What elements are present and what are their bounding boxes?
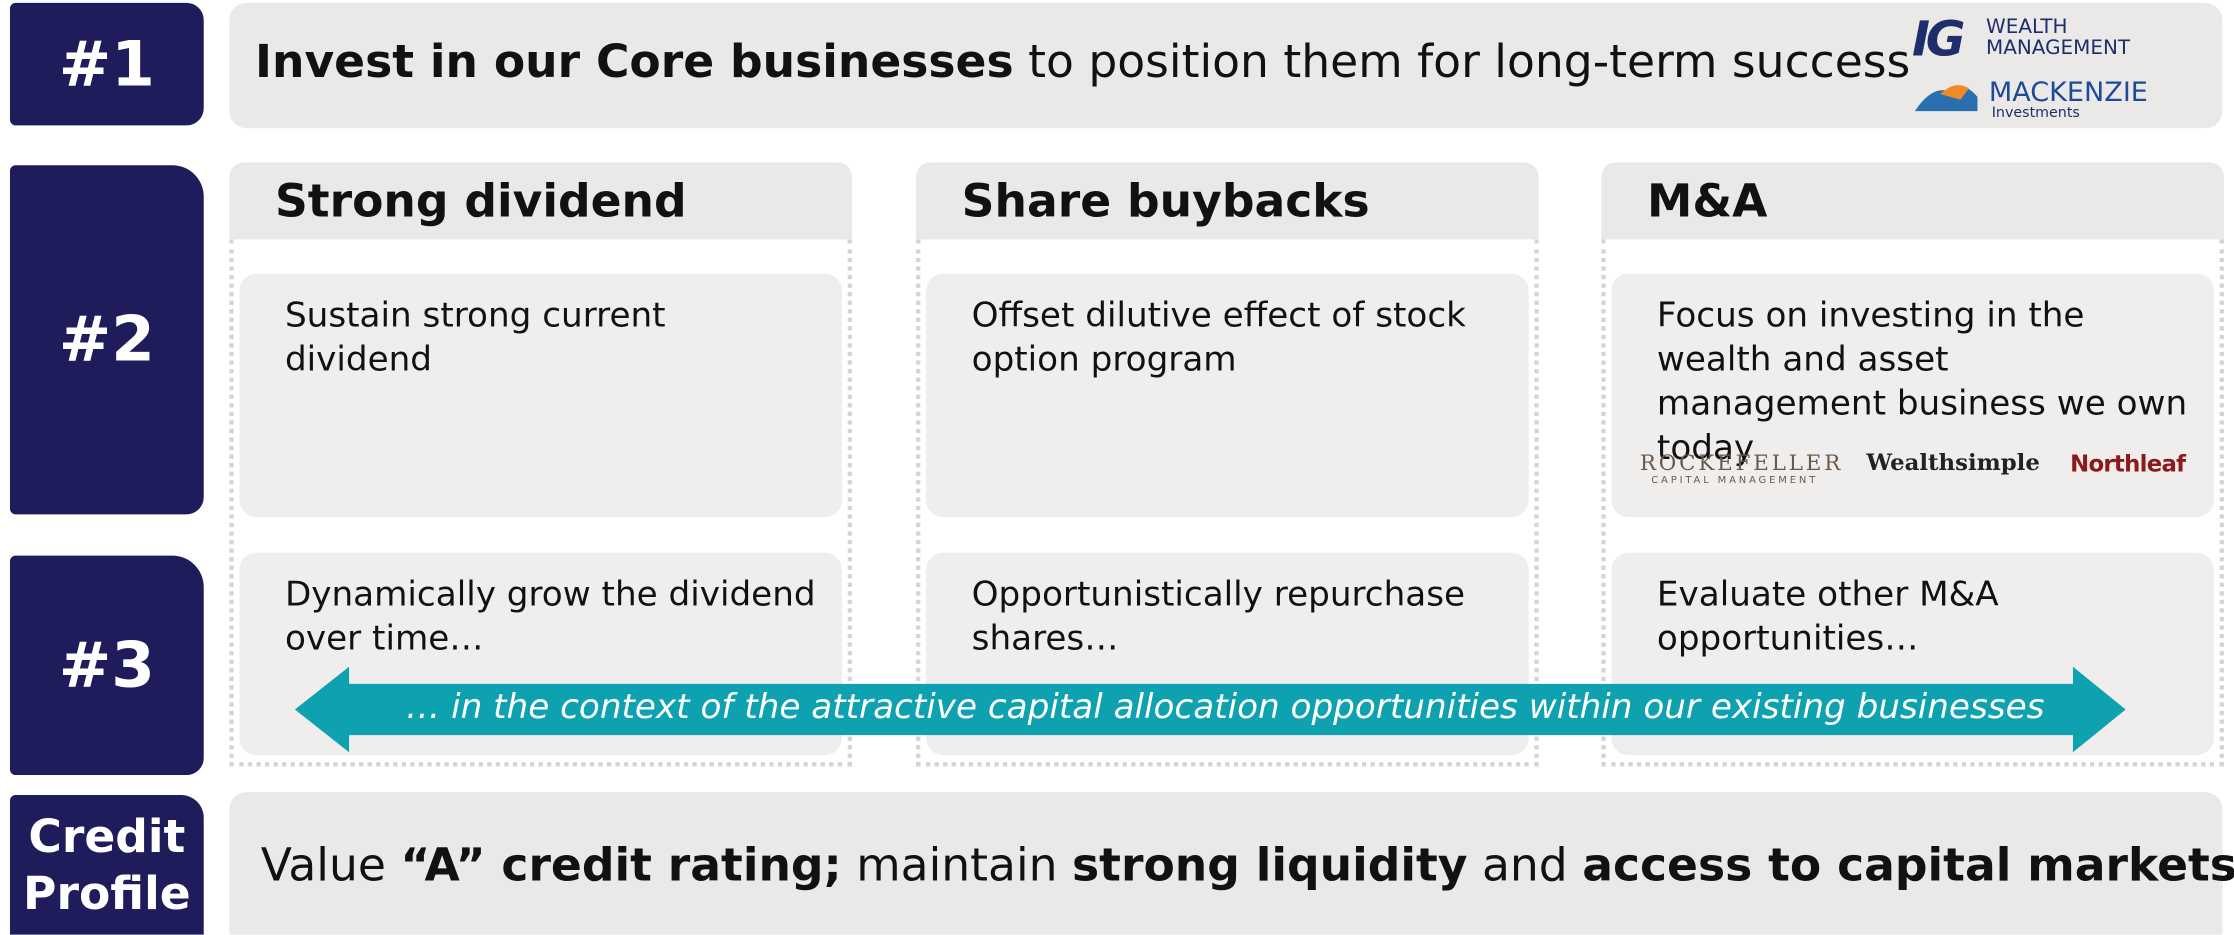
- credit-bold: “A” credit rating;: [400, 837, 842, 892]
- priority-label: #1: [9, 2, 204, 126]
- credit-text: Value: [260, 837, 386, 892]
- rockefeller-logo: ROCKEFELLER: [1639, 450, 1844, 476]
- priority-label: #3: [9, 555, 204, 776]
- mackenzie-logo: MACKENZIE: [1988, 76, 2148, 109]
- label-line: Profile: [23, 866, 191, 921]
- column-header: M&A: [1601, 162, 2224, 240]
- ig-logo: IG: [1911, 11, 1965, 69]
- mackenzie-icon: [1914, 85, 1978, 112]
- rockefeller-sub: CAPITAL MANAGEMENT: [1651, 474, 1819, 486]
- wealthsimple-logo: Wealthsimple: [1866, 448, 2040, 476]
- card: Sustain strong current dividend: [239, 273, 842, 518]
- priority-label: Credit Profile: [9, 794, 204, 935]
- northleaf-logo: Northleaf: [2070, 450, 2186, 478]
- card: Offset dilutive effect of stock option p…: [926, 273, 1529, 518]
- logos-top: IG WEALTH MANAGEMENT MACKENZIE Investment…: [1912, 11, 2168, 125]
- label-line: Credit: [28, 809, 186, 864]
- column-header: Strong dividend: [229, 162, 852, 240]
- credit-bold: access to capital markets: [1582, 837, 2234, 892]
- column-header: Share buybacks: [916, 162, 1539, 240]
- ig-line: WEALTH: [1986, 15, 2068, 39]
- credit-text: maintain: [856, 837, 1058, 892]
- column-frame: [229, 239, 852, 767]
- arrow-text: … in the context of the attractive capit…: [406, 686, 2045, 727]
- core-text: to position them for long-term success: [1028, 34, 1911, 89]
- priority-label: #2: [9, 165, 204, 515]
- ig-line: MANAGEMENT: [1986, 37, 2131, 60]
- card: Focus on investing in the wealth and ass…: [1611, 273, 2214, 518]
- core-bold: Invest in our Core businesses: [255, 34, 1014, 89]
- credit-text: and: [1481, 837, 1568, 892]
- core-bar: Invest in our Core businesses to positio…: [229, 2, 2223, 129]
- column-frame: [1601, 239, 2224, 767]
- mackenzie-sub: Investments: [1991, 105, 2080, 122]
- credit-bold: strong liquidity: [1072, 837, 1468, 892]
- arrow: [294, 666, 2126, 753]
- column-frame: [916, 239, 1539, 767]
- credit-bar: Value “A” credit rating; maintain strong…: [229, 792, 2234, 935]
- ig-text: WEALTH MANAGEMENT: [1986, 15, 2131, 60]
